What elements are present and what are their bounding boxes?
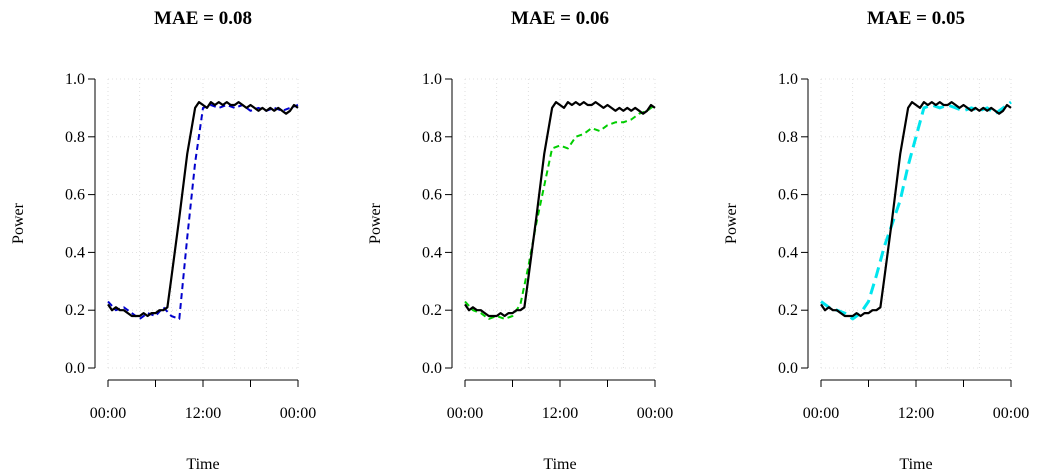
y-tick-label: 0.6 — [422, 187, 442, 204]
x-axis-label: Time — [543, 456, 576, 473]
series-line-forecast — [464, 104, 656, 320]
grid — [107, 78, 299, 369]
x-tick-label: 00:00 — [637, 405, 673, 422]
x-axis-label: Time — [186, 456, 219, 473]
y-tick-label: 0.0 — [65, 360, 85, 377]
x-tick-label: 12:00 — [898, 405, 934, 422]
grid — [464, 78, 656, 369]
y-tick-label: 0.4 — [422, 244, 442, 261]
x-axis-label: Time — [899, 456, 932, 473]
y-tick-label: 0.6 — [65, 187, 85, 204]
y-axis-label: Power — [367, 202, 384, 244]
y-tick-label: 0.4 — [65, 244, 85, 261]
y-tick-label: 0.2 — [422, 302, 442, 319]
chart-title: MAE = 0.08 — [154, 8, 252, 29]
y-axis-label: Power — [723, 202, 740, 244]
x-tick-label: 12:00 — [185, 405, 221, 422]
y-tick-label: 0.2 — [65, 302, 85, 319]
y-axis-label: Power — [10, 202, 27, 244]
y-tick-label: 0.6 — [778, 187, 798, 204]
x-tick-label: 00:00 — [993, 405, 1029, 422]
x-tick-label: 00:00 — [803, 405, 839, 422]
y-tick-label: 0.0 — [422, 360, 442, 377]
y-tick-label: 1.0 — [422, 71, 442, 88]
grid — [820, 78, 1012, 369]
series-line-actual — [820, 101, 1012, 318]
y-tick-label: 0.0 — [778, 360, 798, 377]
y-tick-label: 0.8 — [778, 129, 798, 146]
series-line-actual — [107, 101, 299, 318]
x-tick-label: 12:00 — [542, 405, 578, 422]
y-tick-label: 1.0 — [65, 71, 85, 88]
x-tick-label: 00:00 — [280, 405, 316, 422]
chart-panel-2: MAE = 0.06 0.0 0.2 0.4 0.6 0.8 1.0 Power 00:00 12… — [367, 8, 673, 473]
series-line-actual — [464, 101, 656, 318]
y-tick-label: 0.8 — [65, 129, 85, 146]
chart-panel-3: MAE = 0.05 0.0 0.2 0.4 0.6 0.8 1.0 Power 00:00 12… — [723, 8, 1029, 473]
y-tick-label: 0.4 — [778, 244, 798, 261]
series-line-forecast — [820, 100, 1012, 321]
chart-title: MAE = 0.05 — [867, 8, 965, 29]
chart-panel-1: MAE = 0.08 0.0 0.2 0.4 0.6 0.8 1.0 Power 00:00 12… — [10, 8, 316, 473]
y-tick-label: 1.0 — [778, 71, 798, 88]
chart-title: MAE = 0.06 — [511, 8, 609, 29]
x-tick-label: 00:00 — [90, 405, 126, 422]
x-tick-label: 00:00 — [447, 405, 483, 422]
y-tick-label: 0.8 — [422, 129, 442, 146]
y-tick-label: 0.2 — [778, 302, 798, 319]
